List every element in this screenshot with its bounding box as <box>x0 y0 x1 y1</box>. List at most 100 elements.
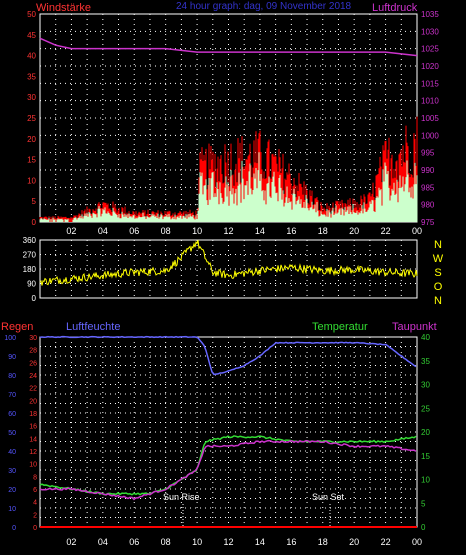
pressure-tick-label: 1025 <box>421 45 439 54</box>
direction-tick-label: 180 <box>23 265 37 274</box>
humidity-line <box>39 335 417 376</box>
x-tick-label: 10 <box>192 226 202 236</box>
pressure-tick-label: 1010 <box>421 97 439 106</box>
windstaerke-label: Windstärke <box>36 2 91 14</box>
pressure-tick-label: 1030 <box>421 27 439 36</box>
x-tick-label: 04 <box>98 226 108 236</box>
temperature-line <box>39 435 417 496</box>
regen-tick-label: 28 <box>29 348 37 355</box>
regen-tick-label: 16 <box>29 424 37 431</box>
x-axis-ticks: 02 02 04 04 06 06 08 08 10 10 12 12 14 14 16 16 18 18 20 20… <box>66 226 422 547</box>
panel3-marks <box>39 335 417 528</box>
wind-tick-label: 40 <box>27 52 36 61</box>
luftfeuchte-label: Luftfeuchte <box>66 321 120 333</box>
x-tick-label: 08 <box>161 226 171 236</box>
x-tick-label: 14 <box>255 537 265 547</box>
x-tick-label: 18 <box>318 226 328 236</box>
x-tick-label: 16 <box>286 226 296 236</box>
x-tick-label: 12 <box>223 226 233 236</box>
wind-tick-label: 0 <box>32 218 37 227</box>
temp-tick-label: 35 <box>421 357 430 366</box>
compass-letter: O <box>434 281 443 293</box>
luftdruck-label: Luftdruck <box>372 2 418 14</box>
pressure-tick-label: 985 <box>421 183 435 192</box>
regen-tick-label: 10 <box>29 462 37 469</box>
regen-tick-label: 22 <box>29 386 37 393</box>
x-tick-label: 06 <box>129 537 139 547</box>
direction-tick-label: 360 <box>23 236 37 245</box>
temp-tick-label: 5 <box>421 499 426 508</box>
temp-tick-label: 15 <box>421 452 430 461</box>
x-tick-label: 10 <box>192 537 202 547</box>
regen-label: Regen <box>1 321 33 333</box>
wind-tick-label: 35 <box>27 72 36 81</box>
x-tick-label: 04 <box>98 537 108 547</box>
humidity-tick-label: 90 <box>8 354 16 361</box>
direction-tick-label: 90 <box>27 280 36 289</box>
wind-tick-label: 45 <box>27 31 36 40</box>
taupunkt-label: Taupunkt <box>392 321 437 333</box>
compass-letter: N <box>434 295 442 307</box>
regen-tick-label: 18 <box>29 411 37 418</box>
temp-tick-label: 25 <box>421 404 430 413</box>
temp-tick-label: 10 <box>421 476 430 485</box>
regen-tick-label: 0 <box>33 525 37 532</box>
pressure-line <box>39 37 418 57</box>
dewpoint-line <box>39 439 417 501</box>
temp-tick-label: 30 <box>421 381 430 390</box>
direction-tick-label: 0 <box>32 294 37 303</box>
humidity-tick-label: 10 <box>8 506 16 513</box>
regen-tick-label: 26 <box>29 360 37 367</box>
temp-tick-label: 0 <box>421 523 426 532</box>
x-tick-label: 08 <box>161 537 171 547</box>
wind-tick-label: 30 <box>27 93 36 102</box>
humidity-tick-label: 80 <box>8 373 16 380</box>
x-tick-label: 06 <box>129 226 139 236</box>
x-tick-label: 16 <box>286 537 296 547</box>
sunset-label: Sun Set <box>312 492 345 502</box>
pressure-tick-label: 1015 <box>421 79 439 88</box>
temperatur-label: Temperatur <box>312 321 368 333</box>
panel3-ticks: 0246810121416182022242628300102030405060… <box>4 333 430 532</box>
wind-tick-label: 20 <box>27 135 36 144</box>
regen-tick-label: 2 <box>33 512 37 519</box>
regen-tick-label: 24 <box>29 373 37 380</box>
temp-tick-label: 40 <box>421 333 430 342</box>
pressure-tick-label: 995 <box>421 149 435 158</box>
pressure-tick-label: 980 <box>421 201 435 210</box>
x-tick-label: 02 <box>66 537 76 547</box>
x-tick-label: 20 <box>349 226 359 236</box>
regen-tick-label: 20 <box>29 398 37 405</box>
humidity-tick-label: 30 <box>8 468 16 475</box>
pressure-tick-label: 1000 <box>421 131 439 140</box>
humidity-tick-label: 60 <box>8 411 16 418</box>
x-tick-label: 14 <box>255 226 265 236</box>
humidity-tick-label: 0 <box>12 525 16 532</box>
wind-tick-label: 25 <box>27 114 36 123</box>
humidity-tick-label: 50 <box>8 430 16 437</box>
panel2-ticks: 0 90 180 270 360 <box>23 236 37 303</box>
panel1-ticks: 0510152025303540455097598098599099510001… <box>27 10 439 227</box>
panel3-grid <box>40 337 417 527</box>
pressure-tick-label: 990 <box>421 166 435 175</box>
wind-tick-label: 50 <box>27 10 36 19</box>
temp-tick-label: 20 <box>421 428 430 437</box>
x-tick-label: 02 <box>66 226 76 236</box>
panel1-marks <box>39 37 418 222</box>
direction-line <box>39 239 418 286</box>
wind-tick-label: 15 <box>27 156 36 165</box>
compass-letter: S <box>434 267 441 279</box>
regen-tick-label: 6 <box>33 487 37 494</box>
compass-letter: N <box>434 239 442 251</box>
humidity-tick-label: 40 <box>8 449 16 456</box>
regen-tick-label: 4 <box>33 500 37 507</box>
wind-tick-label: 5 <box>32 197 37 206</box>
panel2-grid <box>40 240 417 298</box>
pressure-tick-label: 975 <box>421 218 435 227</box>
direction-tick-label: 270 <box>23 251 37 260</box>
compass-letter: W <box>433 253 444 265</box>
x-tick-label: 12 <box>223 537 233 547</box>
regen-tick-label: 30 <box>29 335 37 342</box>
